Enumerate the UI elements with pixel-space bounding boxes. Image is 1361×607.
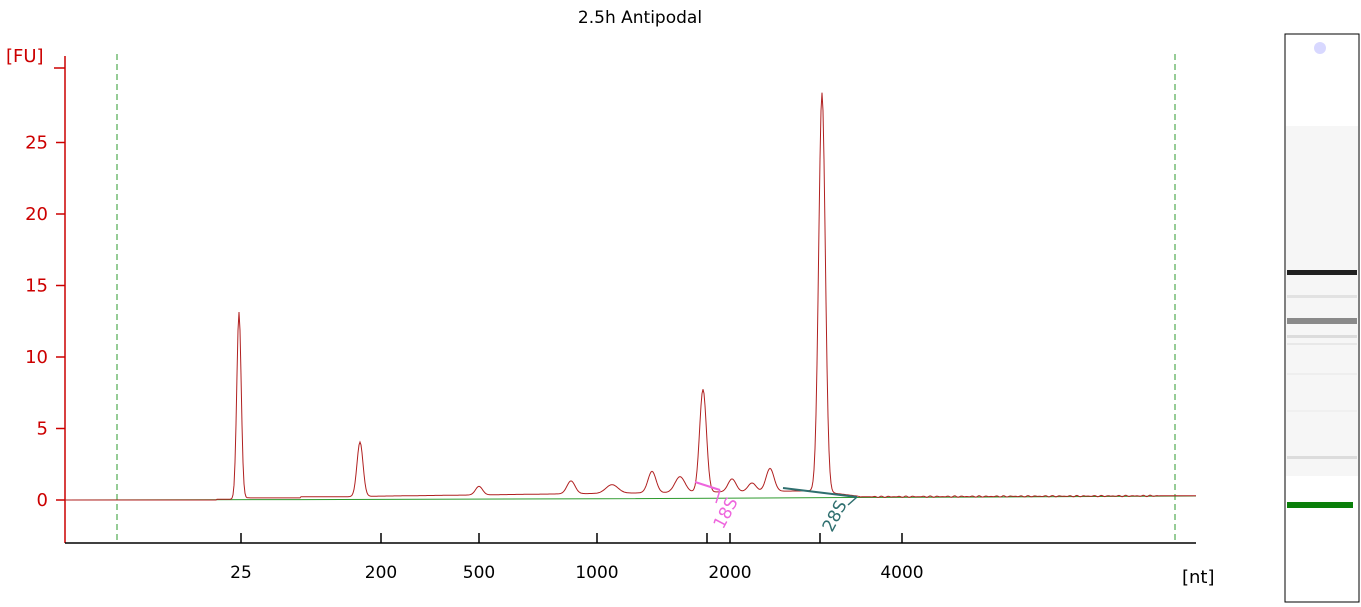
y-tick-label: 25 bbox=[25, 133, 48, 154]
rrna-18s-label: 18S bbox=[710, 494, 743, 532]
rrna-28s-connector bbox=[848, 497, 857, 505]
y-tick-label: 15 bbox=[25, 276, 48, 297]
x-tick-label: 25 bbox=[230, 563, 252, 583]
signal-trace bbox=[65, 93, 1196, 500]
gel-band-faint-6 bbox=[1287, 456, 1357, 459]
x-tick-label: 4000 bbox=[880, 563, 923, 583]
rrna-18s-marker bbox=[695, 482, 720, 490]
gel-band-28s bbox=[1287, 270, 1357, 275]
gel-band-faint-2 bbox=[1287, 335, 1357, 338]
y-tick-label: 0 bbox=[37, 490, 48, 511]
y-tick-label: 10 bbox=[25, 347, 48, 368]
gel-lane-background bbox=[1286, 126, 1358, 476]
gel-band-faint-1 bbox=[1287, 295, 1357, 298]
y-axis-unit: [FU] bbox=[6, 46, 44, 67]
gel-marker-band bbox=[1287, 502, 1353, 508]
gel-band-faint-5 bbox=[1287, 410, 1357, 412]
gel-band-18s bbox=[1287, 318, 1357, 324]
y-tick-label: 20 bbox=[25, 204, 48, 225]
gel-lane bbox=[1285, 34, 1359, 602]
chart-title: 2.5h Antipodal bbox=[578, 8, 702, 28]
x-axis-unit: [nt] bbox=[1182, 567, 1215, 588]
x-ticks: 25 200 500 1000 2000 4000 bbox=[230, 533, 923, 583]
x-tick-label: 200 bbox=[365, 563, 397, 583]
y-ticks: 0 5 10 15 20 25 bbox=[25, 133, 65, 512]
y-tick-label: 5 bbox=[37, 419, 48, 440]
rrna-28s-label: 28S bbox=[819, 497, 852, 535]
gel-band-faint-3 bbox=[1287, 343, 1357, 345]
x-tick-label: 1000 bbox=[575, 563, 618, 583]
gel-band-faint-4 bbox=[1287, 373, 1357, 375]
rrna-28s-marker bbox=[783, 488, 857, 497]
gel-well-icon bbox=[1314, 42, 1326, 54]
x-tick-label: 2000 bbox=[708, 563, 751, 583]
x-tick-label: 500 bbox=[463, 563, 495, 583]
